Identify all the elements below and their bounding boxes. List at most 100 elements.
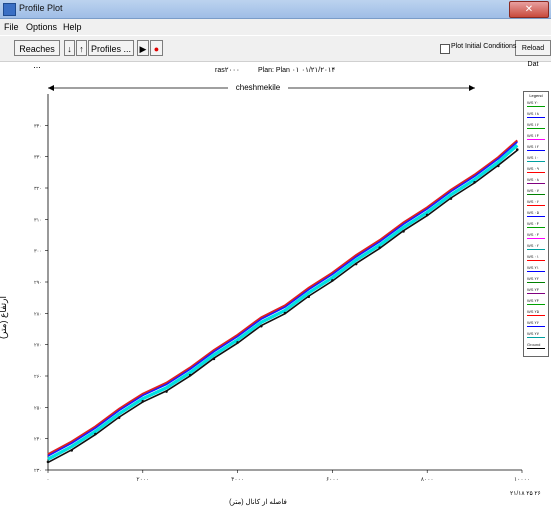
menu-bar: File Options Help [0, 19, 551, 35]
x-tick-label: ۶۰۰۰ [326, 477, 339, 483]
legend-item-label: WS ۰۱ [527, 254, 539, 259]
reaches-button[interactable]: Reaches ... [14, 40, 60, 70]
reach-label-bg [228, 82, 288, 92]
y-tick-label: ۲۹۰ [34, 280, 42, 286]
y-tick-label: ۲۶۰ [34, 374, 42, 380]
toolbar: Reaches ... ↓ ↑ Profiles ... ▶ ● Reload … [0, 36, 551, 70]
ground-point [515, 148, 519, 151]
y-tick-label: ۳۳۰ [34, 155, 42, 161]
series-line-1 [47, 139, 519, 456]
record-button[interactable]: ● [150, 40, 163, 56]
y-tick-label: ۲۳۰ [34, 468, 42, 474]
y-tick-label: ۳۴۰ [34, 123, 42, 129]
legend-item-label: WS ۱۲ [527, 144, 539, 149]
corner-label: ۲۱/۱۸ ۲۵ ۲۶ [510, 491, 541, 497]
plot-initial-checkbox[interactable] [440, 44, 450, 54]
legend-item-label: WS ۲۵ [527, 309, 539, 314]
ground-point [94, 432, 97, 436]
reach-arrow-right [469, 85, 475, 91]
reach-label: cheshmekile [236, 83, 281, 92]
legend-item: WS ۰۶ [526, 199, 546, 208]
legend-swatch [527, 150, 545, 151]
profiles-button[interactable]: Profiles ... [88, 40, 134, 56]
legend-item: WS ۰۳ [526, 232, 546, 241]
sort-up-button[interactable]: ↑ [76, 40, 87, 56]
legend-item: WS ۲۵ [526, 309, 546, 318]
legend-item: WS ۲۰ [526, 100, 546, 109]
legend-item: WS ۲۲ [526, 276, 546, 285]
legend-item: WS ۲۷ [526, 331, 546, 340]
legend-swatch [527, 139, 545, 140]
ground-point [473, 180, 476, 184]
legend-swatch [527, 348, 545, 349]
series-line-2 [47, 144, 519, 461]
x-axis-label: (متر) فاصله از کانال [229, 498, 287, 506]
reload-data-button[interactable]: Reload Dat [515, 40, 551, 68]
ground-point [260, 324, 263, 328]
y-tick-label: ۲۵۰ [34, 405, 42, 411]
y-tick-label: ۲۸۰ [34, 311, 42, 317]
y-axis-label: ارتفاع (متر) [0, 295, 9, 340]
x-tick-label: ۰ [46, 477, 49, 483]
legend-title: Legend [529, 93, 543, 98]
legend-swatch [527, 271, 545, 272]
ground-point [283, 311, 287, 315]
legend-item: WS ۱۶ [526, 122, 546, 131]
ground-point [141, 400, 145, 403]
ground-point [188, 373, 192, 377]
legend-swatch [527, 326, 545, 327]
legend-item: WS ۱۰ [526, 155, 546, 164]
legend-item-label: WS ۲۲ [527, 276, 539, 281]
legend-swatch [527, 282, 545, 283]
ground-point [46, 460, 50, 464]
legend-swatch [527, 249, 545, 250]
ground-point [497, 164, 500, 168]
reach-arrow-left [48, 85, 54, 91]
legend-item-label: WS ۱۶ [527, 122, 539, 127]
legend-swatch [527, 227, 545, 228]
legend-swatch [527, 315, 545, 316]
plot-area: ras۲۰۰۰ Plan: Plan ۰۱ ۰۱/۲۱/۲۰۱۴ cheshme… [0, 62, 551, 508]
sort-down-button[interactable]: ↓ [64, 40, 75, 56]
menu-options[interactable]: Options [26, 22, 58, 32]
app-icon [3, 3, 16, 16]
legend-swatch [527, 216, 545, 217]
play-button[interactable]: ▶ [137, 40, 149, 56]
legend-item-label: WS ۰۷ [527, 188, 539, 193]
legend-item-label: WS ۱۴ [527, 133, 539, 138]
ground-point [378, 246, 382, 249]
legend-item-label: WS ۲۷ [527, 331, 539, 336]
close-button[interactable]: ✕ [509, 1, 549, 18]
plot-header-left: ras۲۰۰۰ [215, 67, 240, 74]
ground-point [402, 230, 405, 233]
legend-item-label: WS ۰۵ [527, 210, 539, 215]
legend-swatch [527, 128, 545, 129]
legend-swatch [527, 304, 545, 305]
x-tick-label: ۸۰۰۰ [421, 477, 434, 483]
legend-item: WS ۱۲ [526, 144, 546, 153]
legend-swatch [527, 194, 545, 195]
legend-item: WS ۱۸ [526, 111, 546, 120]
menu-file[interactable]: File [4, 22, 19, 32]
legend-item-label: WS ۲۶ [527, 320, 539, 325]
legend-item: WS ۲۳ [526, 287, 546, 296]
legend-item: WS ۲۱ [526, 265, 546, 274]
ground-point [307, 295, 311, 299]
plot-initial-label: Plot Initial Conditions [451, 43, 517, 50]
legend-item: WS ۰۴ [526, 221, 546, 230]
y-tick-label: ۲۷۰ [34, 343, 42, 349]
legend-item-label: WS ۰۶ [527, 199, 539, 204]
legend: Legend WS ۲۰ WS ۱۸ WS ۱۶ WS ۱۴ WS ۱۲ WS ۱۰ WS … [523, 91, 549, 357]
legend-item-label: WS ۰۸ [527, 177, 539, 182]
legend-swatch [527, 106, 545, 107]
legend-swatch [527, 205, 545, 206]
ground-point [331, 279, 334, 282]
menu-help[interactable]: Help [63, 22, 82, 32]
legend-item-label: WS ۰۴ [527, 221, 539, 226]
ground-point [236, 341, 239, 344]
y-tick-label: ۳۲۰ [34, 186, 42, 192]
legend-swatch [527, 161, 545, 162]
legend-item: WS ۱۴ [526, 133, 546, 142]
legend-item-label: WS ۰۹ [527, 166, 539, 171]
y-tick-label: ۳۰۰ [34, 249, 42, 255]
